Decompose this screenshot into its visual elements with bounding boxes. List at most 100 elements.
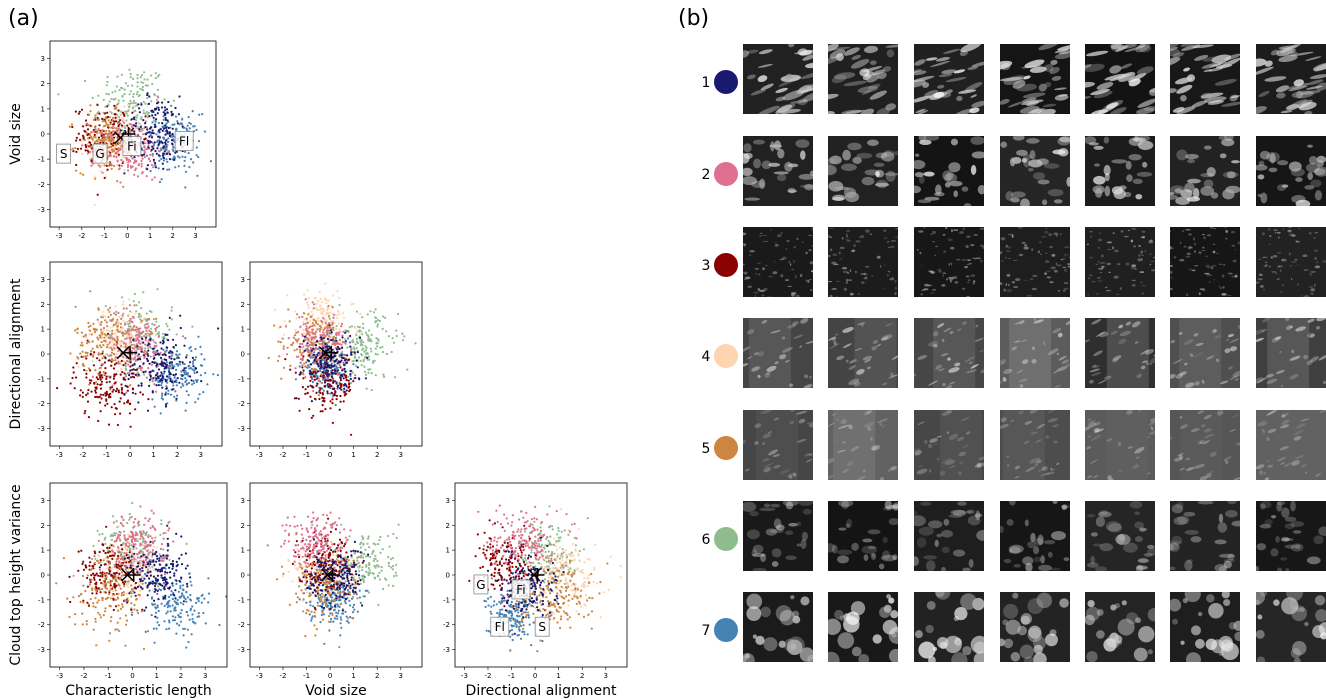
data-point <box>187 393 190 397</box>
data-point <box>116 163 119 167</box>
data-point <box>163 577 166 580</box>
data-point <box>108 589 111 592</box>
data-point <box>146 359 149 362</box>
data-point <box>343 387 346 390</box>
data-point <box>96 601 99 604</box>
data-point <box>139 537 142 540</box>
data-point <box>114 332 117 335</box>
data-point <box>369 310 372 313</box>
data-point <box>112 544 115 547</box>
data-point <box>204 371 207 375</box>
data-point <box>112 597 115 600</box>
data-point <box>116 423 119 427</box>
data-point <box>131 157 134 160</box>
data-point <box>102 326 106 330</box>
data-point <box>189 598 192 601</box>
data-point <box>86 142 89 145</box>
data-point <box>172 345 175 349</box>
data-point <box>105 375 108 378</box>
data-point <box>363 350 366 353</box>
data-point <box>336 317 339 320</box>
data-point <box>155 152 158 155</box>
data-point <box>374 352 377 356</box>
data-point <box>337 333 341 336</box>
data-point <box>102 135 105 138</box>
data-point <box>124 332 127 335</box>
data-point <box>392 584 395 588</box>
data-point <box>177 165 180 168</box>
data-point <box>129 72 132 76</box>
data-point <box>153 582 156 585</box>
data-point <box>124 82 128 85</box>
data-point <box>133 156 136 159</box>
data-point <box>127 599 130 602</box>
data-point <box>188 367 191 370</box>
data-point <box>104 586 107 589</box>
data-point <box>119 521 122 525</box>
data-point <box>329 386 332 390</box>
data-point <box>81 612 84 615</box>
data-point <box>375 320 378 323</box>
data-point <box>122 356 125 359</box>
data-point <box>305 344 308 347</box>
data-point <box>88 383 91 386</box>
scatter-points <box>267 282 417 436</box>
data-point <box>147 102 151 105</box>
data-point <box>93 555 96 558</box>
data-point <box>104 112 107 115</box>
annotation-box <box>174 131 194 151</box>
y-axis-label: Cloud top height variance <box>8 484 24 665</box>
data-point <box>113 312 116 315</box>
data-point <box>320 343 323 346</box>
data-point <box>130 611 134 614</box>
data-point <box>162 125 165 128</box>
data-point <box>114 323 117 326</box>
data-point <box>128 298 131 301</box>
data-point <box>164 594 167 597</box>
data-point <box>142 351 145 354</box>
data-point <box>195 154 198 157</box>
data-point <box>82 355 85 358</box>
data-point <box>112 323 116 326</box>
data-point <box>155 364 158 367</box>
data-point <box>153 94 156 97</box>
data-point <box>106 111 109 114</box>
data-point <box>147 342 150 345</box>
data-point <box>174 166 177 169</box>
data-point <box>313 369 316 372</box>
data-point <box>165 578 168 581</box>
x-tick-label: 3 <box>193 232 197 240</box>
annotation-box <box>122 136 142 156</box>
data-point <box>110 164 113 167</box>
data-point <box>126 601 129 604</box>
data-point <box>96 118 100 121</box>
data-point <box>114 585 117 588</box>
data-point <box>175 379 178 382</box>
data-point <box>361 316 364 319</box>
data-point <box>176 120 179 123</box>
data-point <box>136 371 139 374</box>
data-point <box>161 394 164 397</box>
data-point <box>107 359 110 362</box>
data-point <box>359 312 362 315</box>
data-point <box>348 326 351 329</box>
data-point <box>395 563 398 566</box>
data-point <box>85 369 88 372</box>
data-point <box>322 399 325 402</box>
data-point <box>72 366 75 369</box>
data-point <box>115 565 118 568</box>
data-point <box>91 592 94 595</box>
data-point <box>130 566 133 570</box>
data-point <box>160 360 163 364</box>
data-point <box>305 361 308 364</box>
data-point <box>162 127 166 130</box>
data-point <box>168 362 171 365</box>
data-point <box>140 81 143 84</box>
data-point <box>109 597 112 600</box>
data-point <box>95 395 99 398</box>
data-point <box>326 306 329 309</box>
x-tick-label: 2 <box>171 232 175 240</box>
data-point <box>190 379 193 382</box>
data-point <box>97 539 100 542</box>
data-point <box>100 328 103 331</box>
